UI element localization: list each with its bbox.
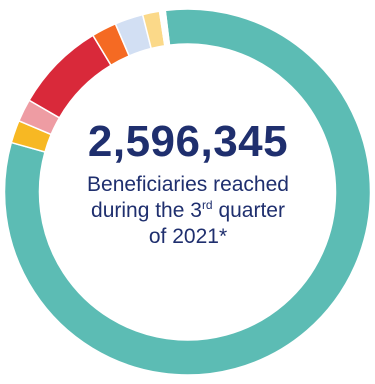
caption-line-2-suffix: quarter (212, 199, 285, 222)
caption-line-3: of 2021* (148, 225, 228, 248)
beneficiaries-total: 2,596,345 (87, 117, 289, 166)
beneficiaries-caption: Beneficiaries reached during the 3rd qua… (48, 172, 328, 250)
caption-ordinal-suffix: rd (201, 198, 213, 212)
donut-slice-1 (3, 8, 372, 376)
donut-slice-8 (158, 9, 171, 47)
donut-slice-4 (28, 34, 113, 119)
caption-line-1: Beneficiaries reached (87, 173, 289, 196)
center-label: 2,596,345 Beneficiaries reached during t… (48, 118, 328, 250)
caption-line-2-prefix: during the 3 (91, 199, 202, 222)
